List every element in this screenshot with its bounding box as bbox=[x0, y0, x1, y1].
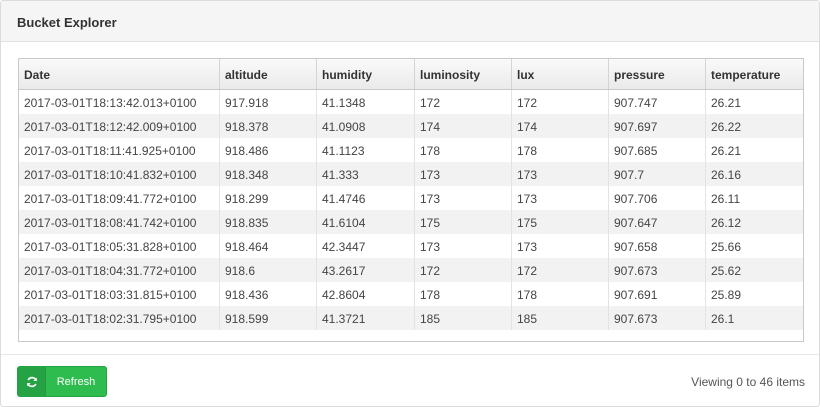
column-header-humidity[interactable]: humidity bbox=[317, 59, 415, 89]
table-cell-humidity: 43.2617 bbox=[317, 258, 415, 282]
panel-title: Bucket Explorer bbox=[17, 15, 117, 30]
data-table: Date altitude humidity luminosity lux pr… bbox=[18, 58, 804, 342]
table-cell-date: 2017-03-01T18:13:42.013+0100 bbox=[19, 90, 220, 114]
table-cell-date: 2017-03-01T18:12:42.009+0100 bbox=[19, 114, 220, 138]
table-cell-altitude: 918.599 bbox=[220, 306, 317, 330]
table-cell-pressure: 907.691 bbox=[609, 282, 706, 306]
table-cell-pressure: 907.697 bbox=[609, 114, 706, 138]
table-cell-lux: 175 bbox=[512, 210, 609, 234]
column-header-temperature[interactable]: temperature bbox=[711, 68, 781, 82]
table-cell-humidity: 41.1123 bbox=[317, 138, 415, 162]
table-cell-humidity: 42.3447 bbox=[317, 234, 415, 258]
table-cell-altitude: 918.486 bbox=[220, 138, 317, 162]
table-cell-pressure: 907.658 bbox=[609, 234, 706, 258]
table-cell-altitude: 918.6 bbox=[220, 258, 317, 282]
panel-footer: Refresh Viewing 0 to 46 items bbox=[1, 354, 819, 406]
column-header-altitude[interactable]: altitude bbox=[220, 59, 317, 89]
table-cell-pressure: 907.685 bbox=[609, 138, 706, 162]
table-cell-altitude: 918.464 bbox=[220, 234, 317, 258]
table-cell-humidity: 41.0908 bbox=[317, 114, 415, 138]
table-cell-humidity: 41.6104 bbox=[317, 210, 415, 234]
table-cell-humidity: 41.1348 bbox=[317, 90, 415, 114]
table-row[interactable]: 2017-03-01T18:04:31.772+0100 918.6 43.2617… bbox=[19, 258, 803, 282]
table-cell-temperature: 26.22 bbox=[711, 120, 742, 134]
column-header-pressure[interactable]: pressure bbox=[609, 59, 706, 89]
table-cell-date: 2017-03-01T18:08:41.742+0100 bbox=[19, 210, 220, 234]
table-cell-pressure: 907.7 bbox=[609, 162, 706, 186]
table-cell-altitude: 918.299 bbox=[220, 186, 317, 210]
table-body: 2017-03-01T18:13:42.013+0100 917.918 41.13… bbox=[19, 90, 803, 330]
table-cell-pressure: 907.747 bbox=[609, 90, 706, 114]
table-cell-luminosity: 178 bbox=[415, 282, 512, 306]
table-cell-date: 2017-03-01T18:04:31.772+0100 bbox=[19, 258, 220, 282]
table-cell-altitude: 917.918 bbox=[220, 90, 317, 114]
refresh-label: Refresh bbox=[56, 375, 96, 388]
table-row[interactable]: 2017-03-01T18:12:42.009+0100 918.378 41.09… bbox=[19, 114, 803, 138]
table-cell-humidity: 42.8604 bbox=[317, 282, 415, 306]
table-cell-temperature: 26.21 bbox=[711, 96, 742, 110]
table-row[interactable]: 2017-03-01T18:08:41.742+0100 918.835 41.61… bbox=[19, 210, 803, 234]
table-cell-luminosity: 173 bbox=[415, 234, 512, 258]
table-cell-humidity: 41.333 bbox=[317, 162, 415, 186]
table-cell-temperature: 25.89 bbox=[711, 288, 742, 302]
table-row[interactable]: 2017-03-01T18:03:31.815+0100 918.436 42.86… bbox=[19, 282, 803, 306]
table-cell-lux: 174 bbox=[512, 114, 609, 138]
table-row[interactable]: 2017-03-01T18:09:41.772+0100 918.299 41.47… bbox=[19, 186, 803, 210]
table-cell-temperature: 26.11 bbox=[711, 192, 741, 206]
table-cell-lux: 173 bbox=[512, 162, 609, 186]
table-cell-humidity: 41.4746 bbox=[317, 186, 415, 210]
table-row[interactable]: 2017-03-01T18:05:31.828+0100 918.464 42.34… bbox=[19, 234, 803, 258]
table-header: Date altitude humidity luminosity lux pr… bbox=[19, 59, 803, 90]
table-cell-altitude: 918.348 bbox=[220, 162, 317, 186]
table-cell-date: 2017-03-01T18:11:41.925+0100 bbox=[19, 138, 220, 162]
table-cell-lux: 172 bbox=[512, 90, 609, 114]
table-cell-pressure: 907.673 bbox=[609, 306, 706, 330]
table-row[interactable]: 2017-03-01T18:11:41.925+0100 918.486 41.11… bbox=[19, 138, 803, 162]
table-cell-temperature: 26.12 bbox=[711, 216, 742, 230]
table-cell-temperature: 26.16 bbox=[711, 168, 742, 182]
table-cell-luminosity: 174 bbox=[415, 114, 512, 138]
refresh-icon bbox=[18, 367, 46, 396]
table-cell-date: 2017-03-01T18:03:31.815+0100 bbox=[19, 282, 220, 306]
table-cell-temperature: 25.62 bbox=[711, 264, 742, 278]
table-cell-luminosity: 175 bbox=[415, 210, 512, 234]
column-header-date[interactable]: Date bbox=[19, 59, 220, 89]
table-cell-pressure: 907.673 bbox=[609, 258, 706, 282]
table-cell-lux: 178 bbox=[512, 138, 609, 162]
pagination-status: Viewing 0 to 46 items bbox=[691, 375, 805, 389]
column-header-luminosity[interactable]: luminosity bbox=[415, 59, 512, 89]
table-row[interactable]: 2017-03-01T18:10:41.832+0100 918.348 41.33… bbox=[19, 162, 803, 186]
table-cell-luminosity: 178 bbox=[415, 138, 512, 162]
table-cell-temperature: 25.66 bbox=[711, 240, 742, 254]
table-cell-pressure: 907.647 bbox=[609, 210, 706, 234]
table-cell-humidity: 41.3721 bbox=[317, 306, 415, 330]
table-cell-lux: 185 bbox=[512, 306, 609, 330]
table-cell-luminosity: 173 bbox=[415, 186, 512, 210]
panel-header: Bucket Explorer bbox=[1, 1, 819, 42]
table-cell-luminosity: 173 bbox=[415, 162, 512, 186]
table-cell-lux: 178 bbox=[512, 282, 609, 306]
table-cell-luminosity: 172 bbox=[415, 258, 512, 282]
table-row[interactable]: 2017-03-01T18:13:42.013+0100 917.918 41.13… bbox=[19, 90, 803, 114]
refresh-button[interactable]: Refresh bbox=[17, 366, 107, 397]
table-cell-luminosity: 172 bbox=[415, 90, 512, 114]
column-header-lux[interactable]: lux bbox=[512, 59, 609, 89]
table-cell-date: 2017-03-01T18:10:41.832+0100 bbox=[19, 162, 220, 186]
table-row[interactable]: 2017-03-01T18:02:31.795+0100 918.599 41.37… bbox=[19, 306, 803, 330]
table-cell-altitude: 918.436 bbox=[220, 282, 317, 306]
table-cell-pressure: 907.706 bbox=[609, 186, 706, 210]
table-cell-temperature: 26.1 bbox=[711, 312, 735, 326]
table-cell-date: 2017-03-01T18:02:31.795+0100 bbox=[19, 306, 220, 330]
table-cell-altitude: 918.835 bbox=[220, 210, 317, 234]
table-cell-date: 2017-03-01T18:09:41.772+0100 bbox=[19, 186, 220, 210]
table-cell-lux: 173 bbox=[512, 186, 609, 210]
table-cell-lux: 173 bbox=[512, 234, 609, 258]
table-cell-luminosity: 185 bbox=[415, 306, 512, 330]
table-cell-lux: 172 bbox=[512, 258, 609, 282]
table-cell-date: 2017-03-01T18:05:31.828+0100 bbox=[19, 234, 220, 258]
table-cell-altitude: 918.378 bbox=[220, 114, 317, 138]
table-cell-temperature: 26.21 bbox=[711, 144, 742, 158]
